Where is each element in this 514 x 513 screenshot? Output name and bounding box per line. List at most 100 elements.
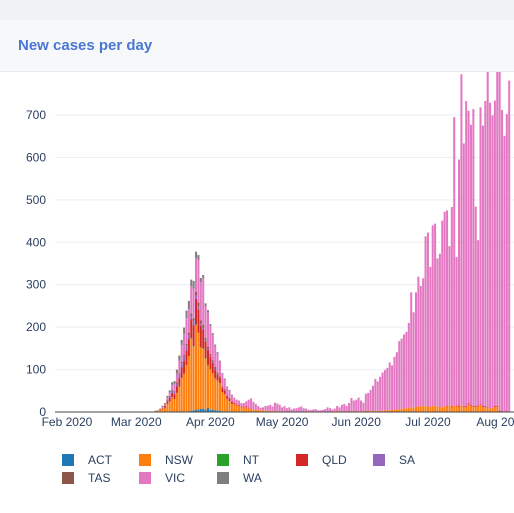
bar-vic [235, 400, 238, 405]
bar-nsw [414, 406, 417, 412]
bar-tas [192, 318, 195, 321]
bar-vic [462, 143, 465, 407]
bar-vic [472, 109, 475, 407]
bar-qld [474, 406, 477, 407]
bar-tas [230, 401, 233, 402]
bar-vic [324, 409, 327, 412]
bar-nsw [412, 407, 415, 412]
bar-nsw [190, 338, 193, 411]
bar-vic [450, 207, 453, 407]
bar-sa [173, 391, 176, 395]
bar-vic [431, 225, 434, 406]
bar-sa [197, 306, 200, 310]
legend-item-tas: TAS [62, 471, 110, 485]
top-strip [0, 0, 514, 20]
bar-qld [199, 325, 202, 348]
bar-nsw [391, 409, 394, 412]
bar-sa [221, 387, 224, 388]
bar-qld [171, 392, 174, 398]
bar-vic [348, 403, 351, 412]
legend-item-sa: SA [373, 453, 415, 467]
bar-nsw [441, 407, 444, 412]
bar-nsw [161, 408, 164, 412]
bar-vic [226, 386, 229, 396]
bar-vic [443, 211, 446, 407]
bar-nsw [180, 378, 183, 412]
bar-nsw [400, 408, 403, 412]
bar-qld [469, 404, 472, 406]
bar-tas [180, 361, 183, 364]
bar-nsw [209, 369, 212, 410]
bar-nsw [252, 409, 255, 412]
bar-vic [446, 210, 449, 406]
x-tick-label: Apr 2020 [186, 415, 235, 429]
bar-nsw [166, 403, 169, 412]
bar-wa [211, 333, 214, 335]
bar-tas [228, 398, 231, 399]
bar-vic [247, 399, 250, 409]
bar-nsw [474, 406, 477, 412]
bar-wa [204, 303, 207, 306]
bar-nsw [381, 410, 384, 412]
bar-nsw [183, 373, 186, 412]
bar-vic [187, 309, 190, 333]
bar-nsw [417, 406, 420, 412]
bar-tas [197, 302, 200, 307]
bar-nsw [496, 406, 499, 412]
bar-vic [250, 398, 253, 410]
y-tick-label: 400 [26, 235, 46, 249]
bar-qld [467, 403, 470, 405]
bar-wa [202, 274, 205, 279]
y-tick-label: 600 [26, 150, 46, 164]
bar-qld [163, 406, 166, 408]
bar-vic [410, 292, 413, 407]
bar-act [206, 407, 210, 412]
bar-nsw [364, 410, 367, 412]
bar-wa [218, 360, 221, 362]
bar-wa [190, 279, 193, 286]
bar-tas [209, 353, 212, 356]
bar-tas [202, 325, 205, 328]
bar-act [209, 409, 212, 412]
bar-nsw [493, 406, 496, 412]
bar-sa [171, 390, 174, 393]
bar-nsw [398, 409, 401, 412]
bar-nsw [484, 407, 487, 412]
bar-nsw [257, 409, 260, 412]
bar-wa [221, 372, 224, 374]
bar-vic [400, 338, 403, 409]
bar-nsw [383, 410, 386, 412]
bar-vic [503, 135, 506, 412]
bar-vic [266, 405, 269, 411]
bar-vic [261, 407, 264, 411]
bar-sa [187, 334, 190, 340]
bar-vic [293, 408, 296, 412]
bar-nt [195, 324, 198, 326]
bar-qld [192, 325, 195, 347]
bar-sa [204, 339, 207, 342]
bar-vic [343, 403, 346, 412]
bar-qld [211, 362, 214, 374]
bar-nsw [197, 333, 200, 410]
bar-vic [371, 385, 374, 412]
bar-sa [218, 377, 221, 379]
bar-sa [190, 315, 193, 320]
bar-vic [312, 409, 315, 412]
bar-wa [166, 395, 169, 398]
bar-nt [192, 346, 195, 347]
bar-vic [295, 408, 298, 412]
bar-vic [419, 285, 422, 407]
bar-sa [185, 345, 188, 351]
bar-vic [336, 406, 339, 412]
bar-qld [180, 367, 183, 379]
bar-vic [281, 407, 284, 412]
legend-label-nt: NT [243, 453, 260, 467]
bar-nsw [247, 408, 250, 412]
bar-act [218, 410, 221, 412]
bar-tas [204, 337, 207, 340]
bar-nsw [238, 405, 241, 412]
bar-vic [195, 257, 198, 292]
bar-vic [290, 409, 293, 412]
bar-tas [235, 404, 238, 405]
bar-nsw [171, 397, 174, 412]
